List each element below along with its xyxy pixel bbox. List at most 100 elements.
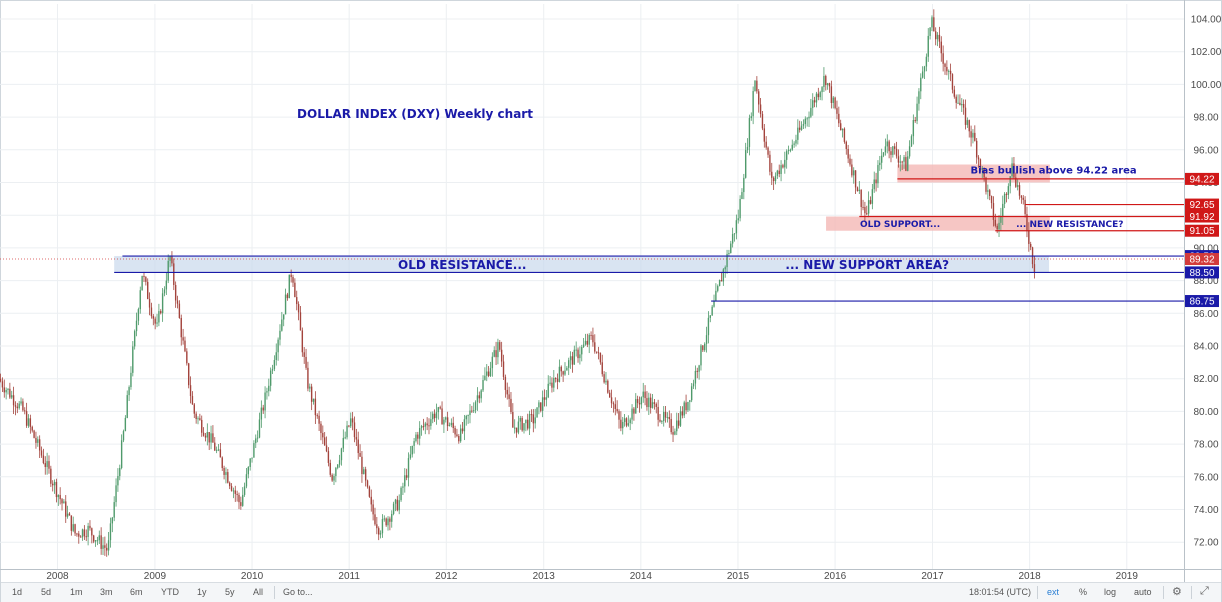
price-badge	[1185, 172, 1219, 185]
candle-body	[959, 102, 961, 106]
candle-body	[208, 431, 210, 443]
candle-body	[730, 243, 732, 254]
candle-body	[880, 155, 883, 163]
candle-body	[920, 77, 922, 92]
candle-body	[329, 462, 331, 475]
candle-body	[240, 502, 242, 506]
candle-body	[527, 419, 529, 429]
candle-body	[338, 460, 341, 465]
candle-body	[156, 322, 158, 324]
candle-body	[685, 402, 687, 411]
candle-body	[664, 411, 667, 418]
candle-body	[199, 418, 201, 420]
candle-body	[227, 472, 229, 483]
candle-body	[966, 120, 969, 125]
range-1y[interactable]: 1y	[197, 587, 207, 597]
candle-body	[728, 253, 730, 255]
range-5d[interactable]: 5d	[41, 587, 52, 597]
candle-body	[780, 165, 782, 175]
candle-body	[161, 293, 164, 314]
candle-body	[853, 170, 855, 176]
candle-body	[985, 177, 987, 192]
range-5y[interactable]: 5y	[225, 587, 235, 597]
candle-body	[562, 371, 564, 375]
candle-body	[109, 523, 112, 541]
price-axis[interactable]: 72.00 74.00 76.00 78.00 80.00 82.00 84.00 86.00…	[1184, 0, 1222, 582]
candle-body	[519, 417, 521, 422]
candle-body	[677, 420, 680, 426]
candle-body	[46, 461, 48, 467]
candle-body	[145, 277, 147, 282]
percent-toggle[interactable]: %	[1079, 587, 1088, 597]
candle-body	[52, 483, 54, 486]
gear-icon[interactable]: ⚙	[1172, 586, 1182, 598]
candle-body	[845, 141, 847, 149]
candle-body	[191, 396, 194, 405]
price-chart[interactable]: DOLLAR INDEX (DXY) Weekly chart Bias bull…	[0, 0, 1222, 582]
range-6m[interactable]: 6m	[130, 587, 143, 597]
candle-body	[521, 417, 523, 431]
candle-body	[975, 140, 978, 158]
ext-toggle[interactable]: ext	[1047, 587, 1060, 597]
candle-body	[37, 439, 39, 443]
x-tick-label: 2009	[144, 571, 167, 582]
candle-body	[815, 93, 818, 103]
candle-body	[717, 286, 719, 291]
candle-body	[722, 269, 725, 282]
candle-body	[631, 408, 633, 420]
candle-body	[446, 417, 449, 427]
candle-body	[16, 406, 19, 409]
auto-toggle[interactable]: auto	[1134, 587, 1152, 597]
candle-body	[821, 87, 823, 93]
candle-body	[528, 414, 531, 429]
candle-body	[81, 529, 84, 538]
candle-body	[307, 367, 309, 389]
candle-body	[538, 402, 540, 408]
candle-body	[525, 419, 527, 424]
range-1m[interactable]: 1m	[70, 587, 83, 597]
candle-body	[532, 414, 535, 424]
candle-body	[774, 175, 777, 182]
range-all[interactable]: All	[253, 587, 264, 597]
candle-body	[608, 392, 611, 398]
candle-body	[953, 89, 956, 97]
candle-body	[456, 434, 458, 437]
candle-body	[201, 419, 203, 433]
time-axis[interactable]: 2008 2009 2010 2011 2012 2013 2014 2015 2016 2017…	[0, 569, 1222, 583]
y-tick-label: 104.00	[1191, 15, 1222, 26]
candle-body	[0, 378, 2, 382]
range-3m[interactable]: 3m	[100, 587, 113, 597]
log-toggle[interactable]: log	[1104, 587, 1117, 597]
candle-body	[838, 113, 840, 124]
candle-body	[186, 351, 188, 364]
candle-body	[135, 320, 138, 332]
candle-body	[927, 35, 929, 57]
candle-body	[12, 395, 15, 406]
candle-body	[454, 428, 456, 435]
candle-body	[635, 399, 637, 414]
goto-button[interactable]: Go to...	[283, 587, 313, 597]
candle-body	[508, 394, 510, 399]
candle-body	[389, 518, 391, 522]
candle-body	[763, 128, 766, 142]
candle-body	[560, 366, 562, 372]
candle-body	[877, 165, 879, 184]
range-1d[interactable]: 1d	[12, 587, 23, 597]
candle-body	[111, 517, 114, 524]
candle-body	[327, 451, 330, 463]
y-tick-label: 80.00	[1193, 407, 1218, 418]
candle-body	[568, 360, 570, 368]
fullscreen-icon[interactable]: ⤢	[1200, 585, 1209, 597]
candle-body	[689, 400, 691, 402]
candle-body	[948, 70, 950, 72]
candle-body	[620, 419, 622, 429]
range-ytd[interactable]: YTD	[161, 587, 179, 597]
candle-body	[383, 518, 385, 520]
candle-body	[601, 362, 603, 375]
candle-body	[804, 118, 806, 125]
candle-body	[253, 443, 255, 458]
candle-body	[802, 124, 805, 126]
candle-body	[916, 103, 918, 122]
candle-body	[320, 423, 322, 433]
candle-body	[387, 518, 389, 526]
